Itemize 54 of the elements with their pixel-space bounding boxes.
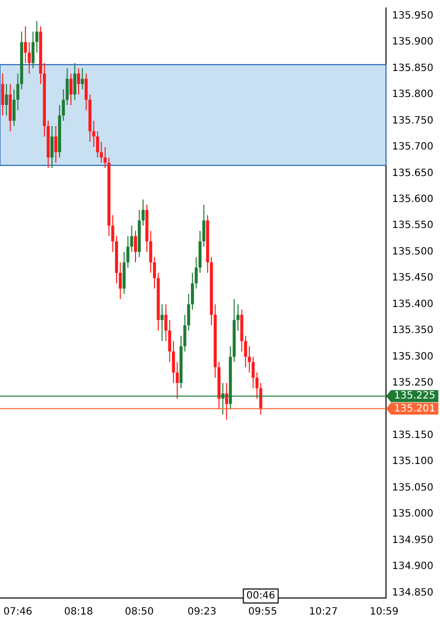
candlestick (50, 126, 54, 168)
x-tick-label: 10:27 (308, 606, 338, 618)
y-tick-label: 135.450 (392, 272, 434, 284)
x-tick-label: 08:50 (124, 606, 154, 618)
y-tick-label: 135.550 (392, 220, 434, 232)
y-tick-label: 135.950 (392, 10, 434, 22)
candlestick (77, 68, 80, 96)
ref-line-label: 135.225 (394, 390, 436, 402)
candlestick (96, 130, 100, 158)
candlestick (69, 73, 72, 106)
y-tick-label: 135.800 (392, 89, 434, 100)
y-tick-label: 134.950 (392, 534, 434, 546)
x-tick-label: 09:23 (188, 606, 216, 618)
candlestick (12, 88, 16, 126)
y-tick-label: 135.400 (392, 298, 434, 310)
x-tick-label: 10:59 (370, 606, 399, 618)
y-tick-label: 135.900 (392, 36, 434, 48)
x-tick-label: 07:46 (3, 606, 32, 618)
candlestick (172, 340, 175, 384)
y-tick-label: 135.700 (392, 142, 434, 153)
y-tick-label: 135.000 (392, 508, 434, 520)
candlestick (84, 73, 88, 111)
y-tick-label: 134.850 (392, 587, 434, 598)
candlestick (134, 230, 137, 263)
y-tick-label: 135.300 (392, 351, 434, 362)
y-tick-label: 134.900 (392, 561, 434, 572)
candlestick (225, 382, 228, 420)
candlestick (1, 73, 4, 116)
y-tick-label: 135.050 (392, 482, 434, 494)
y-tick-label: 135.250 (392, 378, 434, 389)
candlestick (4, 84, 8, 116)
candlestick (236, 304, 240, 332)
ref-line-label: 135.201 (394, 403, 436, 414)
candlestick (35, 20, 38, 54)
y-tick-label: 135.600 (392, 194, 434, 206)
y-tick-label: 135.100 (392, 456, 434, 468)
y-tick-label: 135.500 (392, 246, 434, 258)
candlestick (54, 126, 58, 164)
candlestick (32, 31, 35, 69)
x-tick-label: 09:55 (248, 606, 278, 618)
candlestick (73, 62, 76, 100)
candlestick (80, 68, 84, 90)
y-tick-label: 135.150 (392, 430, 434, 442)
candlestick (152, 256, 156, 290)
y-tick-label: 135.650 (392, 168, 434, 179)
annotation: 00:46 (246, 590, 276, 602)
candlestick (118, 262, 122, 300)
y-tick-label: 135.850 (392, 62, 434, 74)
y-tick-label: 135.350 (392, 325, 434, 336)
candlestick (160, 304, 164, 342)
y-tick-label: 135.750 (392, 115, 434, 126)
x-tick-label: 08:18 (64, 606, 93, 618)
candlestick (202, 204, 206, 248)
candlestick (176, 362, 179, 400)
